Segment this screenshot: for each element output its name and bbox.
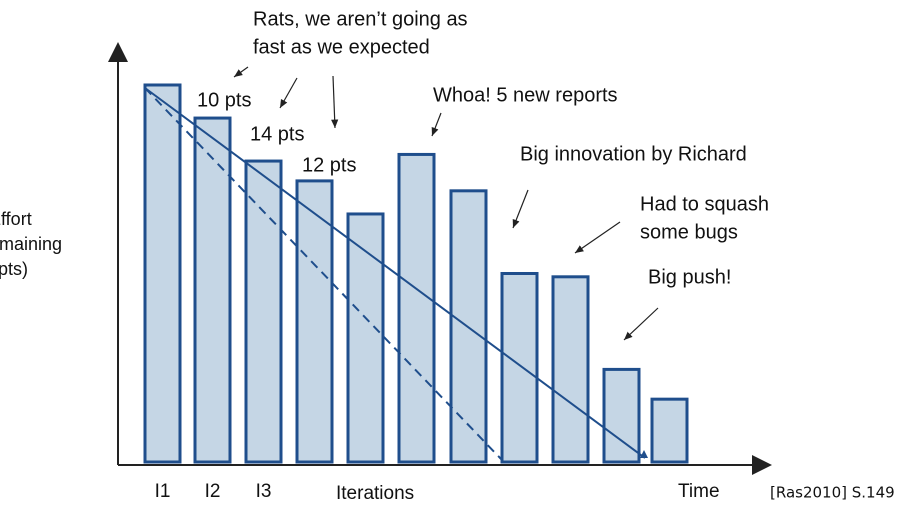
trend-line bbox=[144, 87, 646, 459]
annotation: Rats, we aren’t going as bbox=[253, 8, 468, 30]
y-axis-label: (pts) bbox=[0, 259, 28, 279]
annotation: Had to squash bbox=[640, 193, 769, 215]
annotation: some bugs bbox=[640, 221, 738, 243]
x-axis-label: Time bbox=[678, 481, 720, 502]
annotation: 14 pts bbox=[250, 123, 304, 145]
arrows bbox=[233, 66, 659, 341]
annotation: Big innovation by Richard bbox=[520, 143, 747, 165]
bar bbox=[650, 397, 689, 464]
annotation: fast as we expected bbox=[253, 36, 430, 58]
bar bbox=[500, 271, 539, 464]
bar bbox=[602, 367, 641, 464]
bar bbox=[244, 159, 283, 464]
bar bbox=[193, 116, 232, 464]
bar bbox=[295, 179, 334, 464]
bar bbox=[143, 83, 182, 464]
annotation: Whoa! 5 new reports bbox=[433, 84, 618, 106]
source: [Ras2010] S.149 bbox=[770, 484, 895, 502]
ideal-line bbox=[144, 87, 503, 461]
x-tick-label: I3 bbox=[256, 481, 272, 502]
y-axis-label: remaining bbox=[0, 234, 62, 254]
bar bbox=[397, 152, 436, 464]
y-axis-label: Effort bbox=[0, 209, 32, 229]
annotation: 10 pts bbox=[197, 89, 251, 111]
annotation: Big push! bbox=[648, 266, 731, 288]
trend-end bbox=[640, 450, 648, 458]
annotation: 12 pts bbox=[302, 154, 356, 176]
x-axis-label: Iterations bbox=[336, 483, 414, 504]
x-tick-label: I2 bbox=[205, 481, 221, 502]
bar bbox=[551, 275, 590, 464]
bar bbox=[346, 212, 385, 464]
x-tick-label: I1 bbox=[155, 481, 171, 502]
